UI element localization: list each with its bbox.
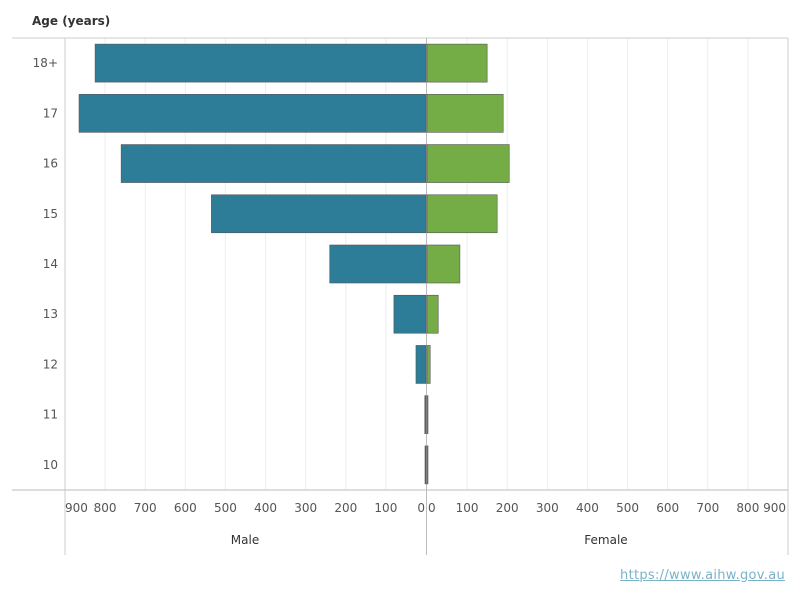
- y-tick-label: 13: [43, 307, 58, 321]
- x-tick-label-female: 900: [763, 501, 786, 515]
- x-tick-label-female: 100: [456, 501, 479, 515]
- y-tick-label: 15: [43, 207, 58, 221]
- y-tick-label: 14: [43, 257, 58, 271]
- bar-female-11[interactable]: [426, 395, 429, 434]
- bar-female-13[interactable]: [426, 294, 439, 334]
- male-axis-label: Male: [231, 533, 259, 547]
- bar-female-15[interactable]: [426, 194, 498, 234]
- bar-male-12[interactable]: [415, 345, 427, 384]
- bar-male-16[interactable]: [120, 144, 427, 183]
- x-tick-label-male: 300: [294, 501, 317, 515]
- y-tick-label: 18+: [33, 56, 58, 70]
- bar-female-12[interactable]: [426, 345, 431, 384]
- x-tick-label-male: 400: [254, 501, 277, 515]
- x-tick-label-male: 200: [334, 501, 357, 515]
- x-tick-label-male: 500: [214, 501, 237, 515]
- x-tick-label-female: 800: [736, 501, 759, 515]
- bar-male-14[interactable]: [329, 244, 427, 284]
- bar-male-11[interactable]: [424, 395, 427, 434]
- x-tick-label-female: 300: [536, 501, 559, 515]
- x-tick-label-male: 700: [134, 501, 157, 515]
- x-tick-label-male: 100: [374, 501, 397, 515]
- x-tick-label-male: 600: [174, 501, 197, 515]
- x-tick-label-female: 200: [496, 501, 519, 515]
- y-axis-title: Age (years): [32, 14, 110, 28]
- y-tick-label: 11: [43, 408, 58, 422]
- x-tick-label-female: 700: [696, 501, 719, 515]
- bar-female-17[interactable]: [426, 94, 504, 133]
- x-tick-label-female: 400: [576, 501, 599, 515]
- bar-female-10[interactable]: [426, 445, 429, 485]
- bar-female-14[interactable]: [426, 244, 461, 284]
- bar-male-10[interactable]: [424, 445, 427, 485]
- bar-female-18+[interactable]: [426, 43, 488, 83]
- bar-female-16[interactable]: [426, 144, 510, 183]
- x-tick-label-female: 600: [656, 501, 679, 515]
- y-tick-labels: 18+ 17 16 15 14 13 12 11 10: [33, 56, 58, 472]
- bar-male-18+[interactable]: [94, 43, 427, 83]
- bar-male-13[interactable]: [393, 294, 427, 334]
- x-tick-label-female: 0: [428, 501, 436, 515]
- x-tick-label-female: 500: [616, 501, 639, 515]
- bar-male-17[interactable]: [78, 94, 427, 133]
- source-link[interactable]: https://www.aihw.gov.au: [620, 568, 785, 583]
- x-tick-label-male: 800: [94, 501, 117, 515]
- x-tick-label-male: 0: [417, 501, 425, 515]
- y-tick-label: 12: [43, 357, 58, 371]
- x-tick-label-male: 900: [65, 501, 88, 515]
- y-tick-label: 17: [43, 106, 58, 120]
- bars: [78, 43, 510, 485]
- x-tick-labels: 900 900 800 800 700 700 600 600 500 500 400 400 300 3…: [65, 501, 786, 515]
- y-tick-label: 10: [43, 458, 58, 472]
- bar-male-15[interactable]: [211, 194, 427, 234]
- female-axis-label: Female: [584, 533, 627, 547]
- y-tick-label: 16: [43, 157, 58, 171]
